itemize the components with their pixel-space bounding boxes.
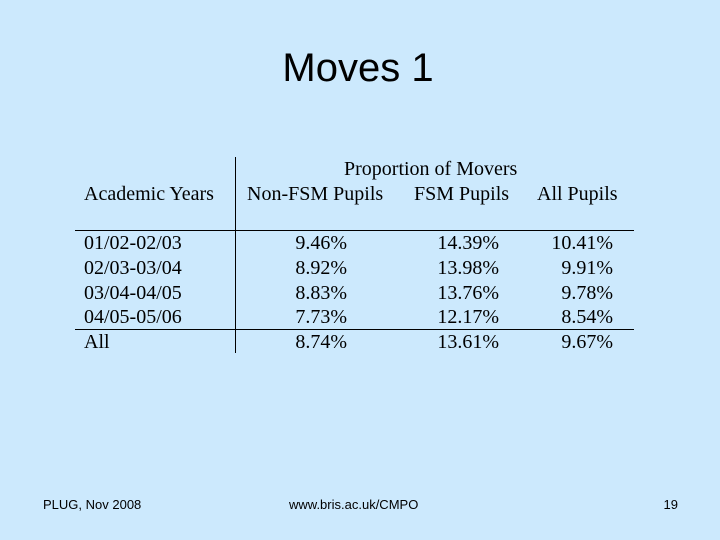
table-cell-fsm: 14.39% [437, 232, 499, 254]
table-vertical-divider [235, 157, 236, 353]
table-cell-non-fsm: 9.46% [295, 232, 347, 254]
table-cell-non-fsm: 8.74% [295, 331, 347, 353]
group-header: Proportion of Movers [344, 158, 518, 180]
table-cell-all: 9.91% [561, 257, 613, 279]
table-cell-all: 9.78% [561, 282, 613, 304]
table-cell-fsm: 12.17% [437, 306, 499, 328]
total-divider [75, 329, 634, 330]
table-cell-fsm: 13.76% [437, 282, 499, 304]
column-header-non-fsm: Non-FSM Pupils [247, 183, 384, 205]
page-number: 19 [663, 497, 678, 512]
table-row-label: 04/05-05/06 [84, 306, 182, 328]
table-row-label: 03/04-04/05 [84, 282, 182, 304]
table-cell-non-fsm: 7.73% [295, 306, 347, 328]
table-cell-all: 9.67% [561, 331, 613, 353]
slide-title: Moves 1 [282, 46, 434, 90]
table-cell-non-fsm: 8.92% [295, 257, 347, 279]
table-row-label-total: All [84, 331, 110, 353]
column-header-fsm: FSM Pupils [414, 183, 510, 205]
table-cell-non-fsm: 8.83% [295, 282, 347, 304]
table-cell-all: 8.54% [561, 306, 613, 328]
column-header-all: All Pupils [537, 183, 618, 205]
footer-event: PLUG, Nov 2008 [43, 497, 142, 512]
table-cell-fsm: 13.98% [437, 257, 499, 279]
row-header: Academic Years [84, 183, 214, 205]
table-cell-fsm: 13.61% [437, 331, 499, 353]
header-divider [75, 230, 634, 231]
table-row-label: 01/02-02/03 [84, 232, 182, 254]
footer-url: www.bris.ac.uk/CMPO [289, 497, 419, 512]
table-row-label: 02/03-03/04 [84, 257, 182, 279]
table-cell-all: 10.41% [551, 232, 613, 254]
